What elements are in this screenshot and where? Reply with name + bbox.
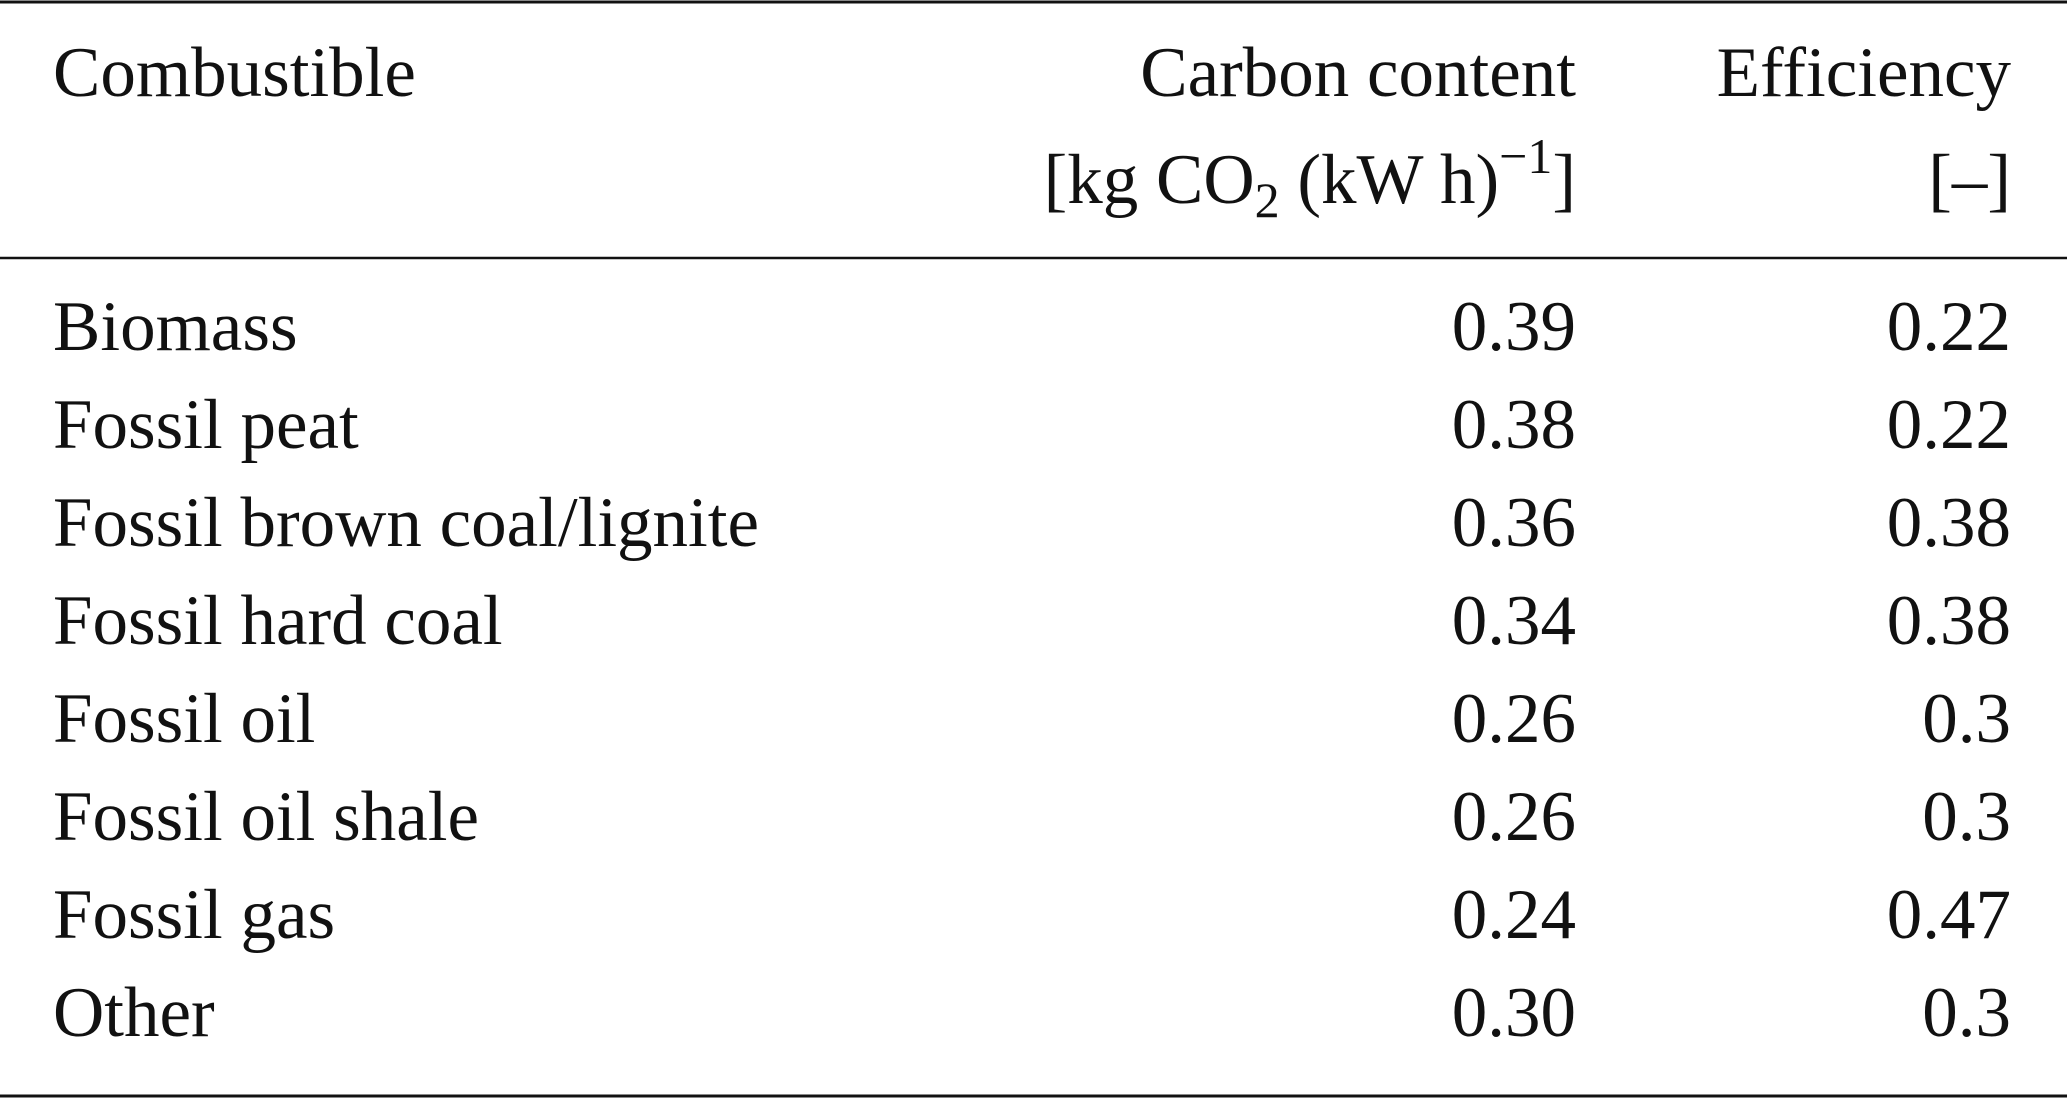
cell-value: 0.38 bbox=[1452, 386, 1576, 464]
cell-value: 0.39 bbox=[1452, 288, 1576, 366]
row-label: Fossil oil shale bbox=[53, 778, 479, 856]
row-label: Fossil hard coal bbox=[53, 582, 503, 660]
cell-value: 0.34 bbox=[1452, 582, 1576, 660]
unit-part: ] bbox=[1552, 141, 1576, 219]
cell-value: 0.22 bbox=[1887, 386, 2011, 464]
cell-value: 0.36 bbox=[1452, 484, 1576, 562]
unit-part: [kg CO bbox=[1044, 141, 1255, 219]
cell-value: 0.47 bbox=[1887, 876, 2011, 954]
cell-value: 0.26 bbox=[1452, 778, 1576, 856]
cell-value: 0.30 bbox=[1452, 974, 1576, 1052]
cell-value: 0.22 bbox=[1887, 288, 2011, 366]
header-cell: Combustible bbox=[53, 34, 416, 112]
header-unit: [–] bbox=[1928, 141, 2011, 219]
unit-part: (kW h) bbox=[1280, 141, 1500, 219]
header-unit: [kg CO2 (kW h)−1] bbox=[1044, 128, 1576, 228]
header-cell: Efficiency bbox=[1717, 34, 2012, 112]
unit-subscript: 2 bbox=[1255, 172, 1280, 228]
row-label: Other bbox=[53, 974, 215, 1052]
row-label: Fossil gas bbox=[53, 876, 335, 954]
row-label: Fossil peat bbox=[53, 386, 359, 464]
cell-value: 0.3 bbox=[1922, 680, 2011, 758]
row-label: Fossil brown coal/lignite bbox=[53, 484, 759, 562]
cell-value: 0.38 bbox=[1887, 484, 2011, 562]
header-cell: Carbon content bbox=[1140, 34, 1576, 112]
cell-value: 0.24 bbox=[1452, 876, 1576, 954]
row-label: Biomass bbox=[53, 288, 298, 366]
unit-superscript: −1 bbox=[1499, 128, 1552, 184]
cell-value: 0.38 bbox=[1887, 582, 2011, 660]
cell-value: 0.26 bbox=[1452, 680, 1576, 758]
cell-value: 0.3 bbox=[1922, 778, 2011, 856]
row-label: Fossil oil bbox=[53, 680, 315, 758]
cell-value: 0.3 bbox=[1922, 974, 2011, 1052]
